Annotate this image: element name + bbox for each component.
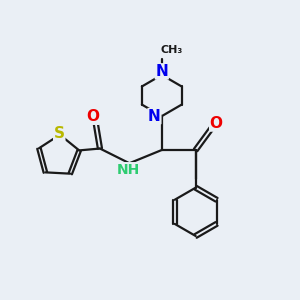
Text: CH₃: CH₃ — [160, 45, 183, 55]
Text: N: N — [155, 64, 168, 79]
Text: N: N — [148, 109, 161, 124]
Text: NH: NH — [116, 163, 140, 177]
Text: O: O — [86, 109, 99, 124]
Text: S: S — [54, 126, 65, 141]
Text: O: O — [210, 116, 223, 131]
